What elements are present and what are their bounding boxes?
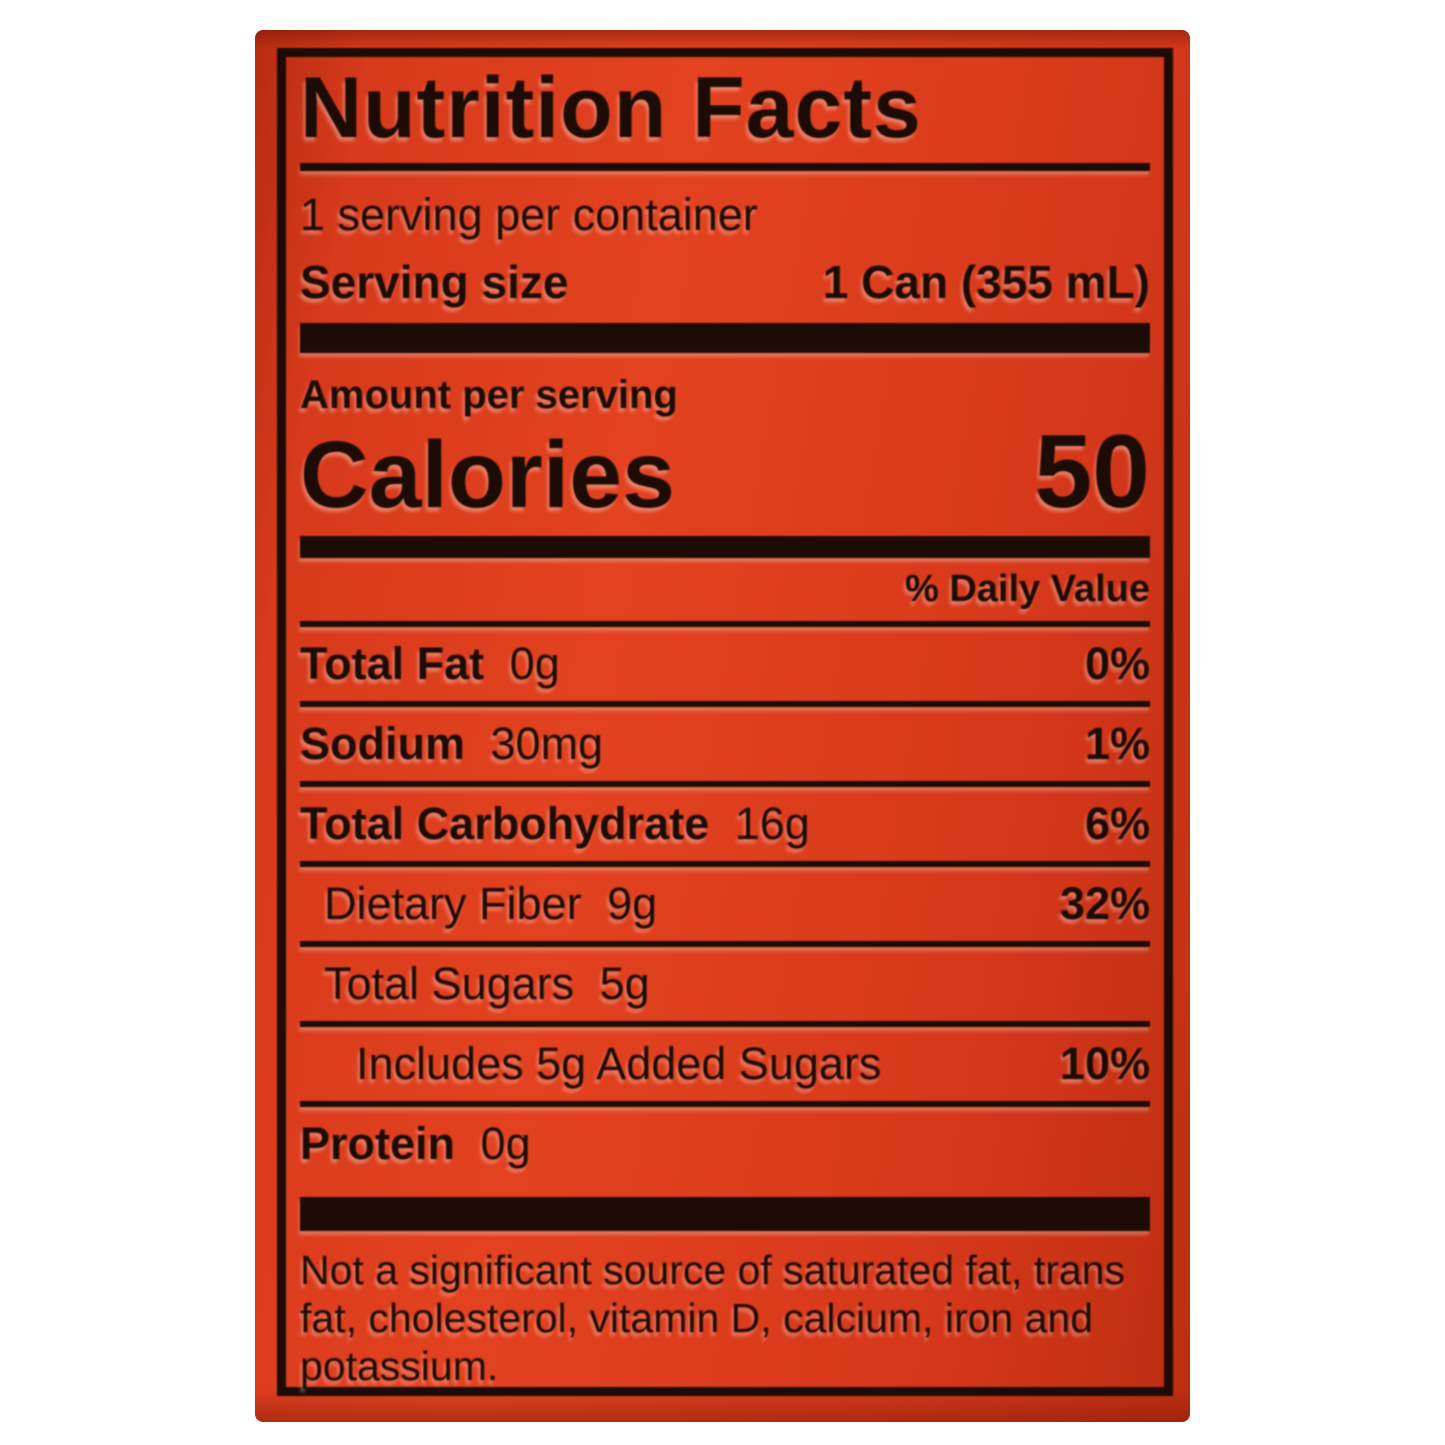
nutrient-amount: 5g — [599, 958, 650, 1010]
footnote-divider-thick — [300, 1197, 1150, 1232]
row-divider — [300, 1021, 1150, 1028]
nutrient-amount: 16g — [734, 798, 810, 850]
nutrition-label: Nutrition Facts 1 serving per container … — [277, 48, 1173, 1396]
label-title: Nutrition Facts — [300, 60, 922, 156]
row-divider — [300, 701, 1150, 708]
row-divider — [300, 1101, 1150, 1108]
nutrient-amount: 9g — [607, 878, 658, 930]
nutrient-daily-value: 6% — [1084, 798, 1150, 850]
servings-per-container: 1 serving per container — [300, 189, 758, 241]
nutrient-name: Total Carbohydrate — [300, 798, 710, 850]
nutrient-daily-value: 32% — [1059, 878, 1150, 930]
row-divider — [300, 621, 1150, 628]
calories-label: Calories — [300, 422, 675, 529]
nutrient-row-sodium: Sodium 30mg 1% — [300, 707, 1150, 781]
nutrient-name: Protein — [300, 1118, 456, 1170]
calories-value: 50 — [1034, 414, 1150, 531]
title-divider — [300, 163, 1150, 172]
nutrient-row-added-sugars: Includes 5g Added Sugars 10% — [300, 1027, 1150, 1101]
serving-size-label: Serving size — [300, 256, 569, 309]
row-divider — [300, 781, 1150, 788]
nutrient-row-total-carbohydrate: Total Carbohydrate 16g 6% — [300, 787, 1150, 861]
row-divider — [300, 861, 1150, 868]
daily-value-header: % Daily Value — [904, 568, 1150, 611]
nutrient-name: Total Sugars — [324, 958, 575, 1010]
nutrient-name: Includes 5g Added Sugars — [356, 1038, 882, 1090]
nutrient-daily-value: 1% — [1084, 718, 1150, 770]
nutrient-amount: 0g — [480, 1118, 531, 1170]
calories-row: Calories 50 — [300, 420, 1150, 526]
nutrient-name: Dietary Fiber — [324, 878, 582, 930]
nutrient-row-dietary-fiber: Dietary Fiber 9g 32% — [300, 867, 1150, 941]
nutrient-daily-value: 0% — [1084, 638, 1150, 690]
serving-size-row: Serving size 1 Can (355 mL) — [300, 255, 1150, 309]
nutrient-amount: 30mg — [490, 718, 604, 770]
nutrient-name: Sodium — [300, 718, 465, 770]
nutrient-amount: 0g — [509, 638, 560, 690]
can-background: Nutrition Facts 1 serving per container … — [255, 30, 1190, 1422]
footnote-text: Not a significant source of saturated fa… — [300, 1247, 1125, 1389]
calories-divider — [300, 536, 1150, 559]
serving-size-value: 1 Can (355 mL) — [822, 256, 1150, 309]
nutrient-name: Total Fat — [300, 638, 485, 690]
nutrient-row-total-fat: Total Fat 0g 0% — [300, 627, 1150, 701]
nutrient-daily-value: 10% — [1059, 1038, 1150, 1090]
section-divider-thick — [300, 323, 1150, 354]
nutrient-row-total-sugars: Total Sugars 5g — [300, 947, 1150, 1021]
amount-per-serving: Amount per serving — [300, 373, 678, 418]
row-divider — [300, 941, 1150, 948]
nutrient-row-protein: Protein 0g — [300, 1107, 1150, 1181]
